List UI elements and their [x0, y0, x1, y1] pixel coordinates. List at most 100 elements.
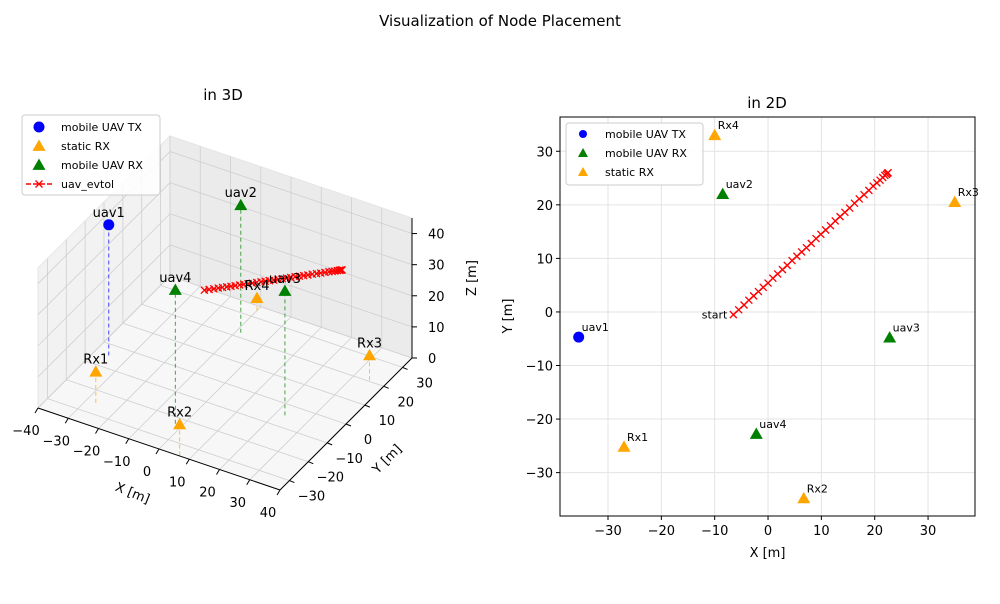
node-label-3d: Rx2	[167, 405, 192, 420]
gridline-y	[160, 285, 403, 368]
node-label-2d: uav3	[893, 322, 920, 335]
legend-marker	[35, 180, 43, 188]
z-tick-label: 40	[428, 228, 445, 243]
node-label-3d: uav1	[93, 206, 125, 221]
y-axis-label: Y [m]	[369, 442, 405, 478]
node-marker-3d	[363, 348, 377, 361]
gridline-y	[85, 360, 328, 444]
z-tick-label: 20	[428, 290, 445, 305]
gridline-z	[37, 182, 171, 315]
gridline-z	[169, 244, 413, 328]
y-tick-label: 30	[416, 376, 433, 391]
y-tick-label: −30	[298, 490, 325, 505]
y-tick-label: 10	[379, 414, 396, 429]
node-marker-2d	[883, 331, 897, 343]
x-tick-label: −30	[43, 434, 70, 449]
plot-frame	[559, 116, 976, 517]
trajectory-start-label: start	[702, 309, 728, 322]
node-marker-3d	[234, 198, 248, 211]
legend-marker	[578, 148, 588, 157]
x-tick-label: 0	[764, 524, 772, 539]
node-marker-2d	[749, 427, 763, 439]
node-marker-3d	[168, 283, 182, 295]
node-marker-2d	[716, 187, 730, 199]
node-marker-2d	[797, 491, 811, 504]
y-tick-label: 20	[397, 395, 414, 410]
trajectory-point-3d	[338, 265, 347, 274]
node-marker-2d	[573, 331, 585, 343]
node-marker-2d	[948, 195, 962, 208]
x-tick-label: 10	[169, 475, 186, 490]
x-axis-label: X [m]	[113, 480, 152, 507]
x-tick-label: 10	[813, 524, 830, 539]
x-tick-label: −30	[594, 524, 621, 539]
legend-label: mobile UAV RX	[61, 159, 143, 172]
legend-label: static RX	[61, 140, 110, 153]
x-tick	[34, 407, 39, 414]
x-tick-label: 40	[260, 506, 277, 521]
node-label-3d: Rx3	[357, 336, 382, 351]
node-label-2d: uav2	[726, 178, 753, 191]
trajectory-point-3d	[335, 266, 344, 275]
gridline-z	[169, 213, 413, 297]
node-label-2d: uav4	[759, 418, 786, 431]
y-axis-label: Y [m]	[501, 299, 516, 335]
node-label-2d: Rx4	[718, 119, 739, 132]
z-tick-label: 0	[428, 352, 436, 367]
y-tick-label: −30	[526, 467, 553, 482]
axes-title-3d: in 3D	[203, 86, 243, 104]
x-tick	[125, 438, 130, 445]
y-tick-label: 10	[536, 252, 553, 267]
node-marker-3d	[278, 284, 292, 296]
y-tick	[289, 480, 295, 484]
legend-frame	[565, 122, 704, 186]
x-tick	[95, 428, 99, 434]
gridline-y	[122, 322, 365, 406]
node-marker-2d	[617, 440, 631, 452]
y-tick	[364, 404, 371, 408]
gridline-z	[169, 151, 413, 234]
y-tick-label: −20	[526, 413, 553, 428]
z-tick-label: 30	[428, 259, 445, 274]
y-tick	[308, 461, 314, 465]
legend-marker	[579, 130, 587, 138]
legend-marker	[32, 139, 46, 151]
legend-label: mobile UAV RX	[605, 147, 687, 160]
x-tick-label: 30	[229, 496, 246, 511]
legend-marker	[32, 158, 46, 170]
y-tick-label: −20	[317, 471, 344, 486]
axes-3d: −40−30−20−10010203040−30−20−100102030010…	[12, 86, 480, 521]
y-tick	[326, 442, 333, 446]
legend-label: mobile UAV TX	[605, 128, 686, 141]
node-marker-3d	[173, 417, 187, 430]
node-label-3d: Rx4	[244, 279, 269, 294]
x-tick-label: −20	[648, 524, 675, 539]
gridline-z	[37, 213, 171, 347]
x-tick-label: −10	[701, 524, 728, 539]
x-tick	[185, 458, 190, 465]
x-axis-label: X [m]	[750, 546, 786, 561]
node-marker-2d	[708, 128, 722, 141]
node-label-2d: uav1	[582, 321, 609, 334]
node-marker-3d	[250, 291, 264, 303]
x-tick-label: 30	[920, 524, 937, 539]
x-tick	[276, 489, 281, 496]
legend-2d: mobile UAV TX mobile UAV RX static RX	[565, 122, 704, 186]
y-tick-label: 0	[364, 433, 372, 448]
y-tick-label: 0	[545, 306, 553, 321]
legend-label: mobile UAV TX	[61, 121, 142, 134]
legend-3d: mobile UAV TX static RX mobile UAV RX uav_e…	[21, 114, 161, 196]
node-label-2d: Rx2	[807, 482, 828, 495]
legend-marker	[578, 167, 588, 176]
x-tick-label: −10	[103, 455, 130, 470]
legend-label: static RX	[605, 166, 654, 179]
legend-label: uav_evtol	[61, 178, 114, 191]
x-tick	[216, 469, 220, 475]
node-marker-3d	[89, 365, 103, 377]
gridline-y	[66, 379, 309, 463]
gridline-y	[47, 398, 290, 481]
legend-frame	[21, 114, 161, 196]
x-tick-label: 0	[143, 465, 151, 480]
y-tick	[383, 385, 389, 389]
